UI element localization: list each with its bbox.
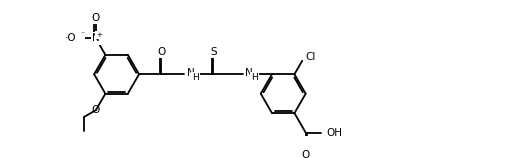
Text: N: N	[245, 67, 252, 78]
Text: O: O	[91, 13, 100, 23]
Text: Cl: Cl	[305, 52, 316, 62]
Text: ·O: ·O	[65, 33, 77, 43]
Text: O: O	[157, 47, 165, 57]
Text: N: N	[92, 33, 99, 43]
Text: OH: OH	[326, 128, 342, 138]
Text: O: O	[91, 105, 100, 115]
Text: O: O	[301, 150, 309, 158]
Text: H: H	[192, 73, 199, 82]
Text: S: S	[210, 47, 216, 57]
Text: +: +	[96, 32, 102, 38]
Text: ⁻: ⁻	[80, 30, 84, 39]
Text: H: H	[251, 73, 258, 82]
Text: N: N	[186, 67, 194, 78]
